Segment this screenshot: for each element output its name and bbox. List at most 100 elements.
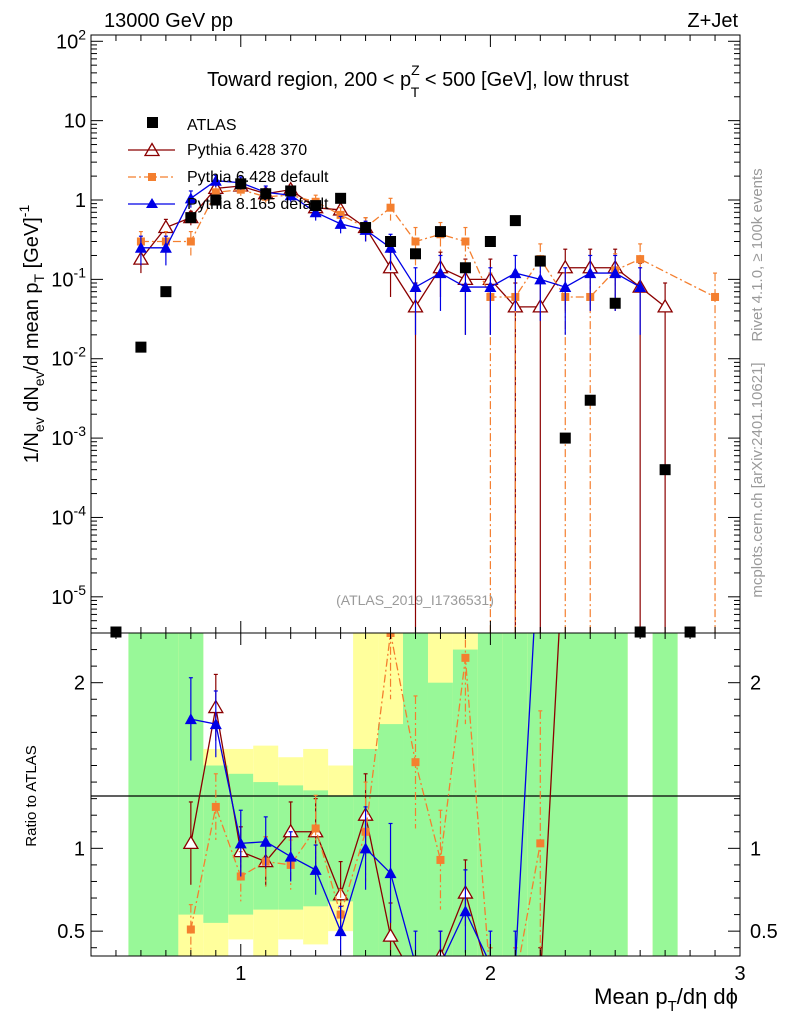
main-point-py8-default [459,281,472,293]
main-y-tick-base: 10 [51,587,73,609]
main-point-py8-default [184,192,197,204]
ratio-y-axis: 0.5 0.5 1 1 2 2 [57,649,778,949]
main-y-tick-exponent: -2 [74,344,87,360]
main-point-atlas [260,188,272,200]
main-y-tick-exponent: -1 [74,264,87,280]
ylabel-sup-d: -1 [16,205,32,218]
legend-marker-py8-default [146,198,158,208]
header-left-label: 13000 GeV pp [104,10,233,32]
main-point-atlas [410,248,421,260]
main-point-py8-default [409,281,422,293]
ratio-point-py6-370 [182,835,199,850]
ylabel-part-b: dN [21,386,43,417]
ratio-point-py8-default [334,925,347,937]
main-point-atlas [210,194,222,206]
ratio-point-py8-default [259,835,272,847]
main-point-py8-default [134,241,147,253]
main-y-tick-label: 10-3 [51,423,86,450]
ratio-point-py6-default [311,824,320,833]
ratio-point-py8-default [209,718,222,730]
ylabel-sub-b: ev [31,371,47,386]
main-point-atlas [484,236,496,248]
main-line-py6-default [140,189,716,298]
ratio-point-py6-370 [382,927,399,942]
main-y-tick-exponent: 2 [78,26,86,42]
main-point-atlas [609,297,621,309]
main-point-py8-default [309,206,322,218]
legend-label-atlas: ATLAS [187,117,237,134]
chart-title-sup: Z [411,62,420,78]
ratio-point-py6-default [411,758,420,767]
main-point-py8-default [634,281,647,293]
main-point-atlas [310,200,322,212]
ylabel-sub-a: ev [31,417,47,432]
xlabel-part-b: /dη dϕ [677,984,738,1009]
main-point-py8-default [484,281,497,293]
ratio-y-tick-label-right: 2 [750,673,761,695]
ratio-y-tick-label-left: 1 [74,838,85,860]
header-right-label: Z+Jet [687,10,738,32]
main-point-py6-370 [656,298,674,313]
main-point-atlas [135,341,147,353]
main-point-atlas [385,236,397,248]
main-y-tick-label: 102 [56,26,86,53]
mcplots-label: mcplots.cern.ch [arXiv:2401.10621] [749,362,766,597]
ratio-band-green [203,765,229,923]
ratio-point-py8-default [384,867,397,879]
main-y-tick-exponent: -4 [74,502,87,518]
main-y-tick-base: 10 [51,349,73,371]
chart-title: Toward region, 200 < pZ T < 500 [GeV], lo… [207,62,629,100]
main-point-atlas [434,226,446,238]
ratio-point-py8-default [309,863,322,875]
main-plot-marks [110,174,720,638]
ratio-point-py6-default [536,839,545,848]
ratio-point-py8-default [359,842,372,854]
ratio-point-py8-default [184,713,197,725]
main-point-atlas [459,262,471,274]
main-x-axis-ticks [90,35,741,633]
ratio-y-tick-label-left: 2 [74,673,85,695]
ratio-panel: 0.5 0.5 1 1 2 2 1 2 3 Ratio to ATLAS Mean pT/dη… [23,632,778,1015]
main-y-tick-exponent: -5 [74,582,87,598]
main-point-py6-default [636,255,645,264]
main-y-tick-base: 10 [56,31,78,53]
ylabel-sub-c: T [31,273,47,282]
ratio-band-green [128,633,179,956]
ratio-point-py6-default [461,653,470,662]
main-point-py6-default [411,237,420,246]
main-point-atlas [534,255,546,267]
main-point-py8-default [434,267,447,279]
ratio-y-tick-label-left: 0.5 [57,921,85,943]
main-point-atlas [360,222,372,234]
legend-label-py6-370: Pythia 6.428 370 [187,142,307,159]
main-point-py8-default [534,273,547,285]
main-point-atlas [659,464,671,476]
ratio-point-py8-default [234,837,247,849]
x-axis-label: Mean pT/dη dϕ [594,984,738,1015]
legend-label-py8-default: Pythia 8.165 default [187,196,329,213]
main-y-axis-label: 1/Nev dNev/d mean pT [GeV]-1 [16,205,47,464]
main-point-py6-default [211,188,220,197]
ylabel-part-a: 1/N [21,432,43,463]
main-point-py8-default [334,217,347,229]
legend-marker-py6-default [148,173,156,181]
ratio-line-py6-370 [190,633,560,956]
main-point-py8-default [159,241,172,253]
main-y-tick-label: 10-2 [51,344,86,371]
ylabel-part-d: [GeV] [21,217,43,274]
legend-marker-py6-370 [143,142,161,157]
x-tick-label: 3 [734,963,745,985]
xlabel-sub-a: T [668,998,677,1015]
ratio-line-py6-default [190,633,541,956]
ratio-band-green [652,633,678,956]
chart-title-end: < 500 [GeV], low thrust [419,69,629,91]
main-point-py6-default [711,292,720,301]
ratio-y-axis-label: Ratio to ATLAS [23,745,40,846]
main-point-atlas [559,432,571,444]
main-y-tick-label: 10-5 [51,582,86,609]
ylabel-part-c: /d mean p [21,282,43,371]
main-point-atlas [285,185,297,197]
main-point-py6-default [336,210,345,219]
